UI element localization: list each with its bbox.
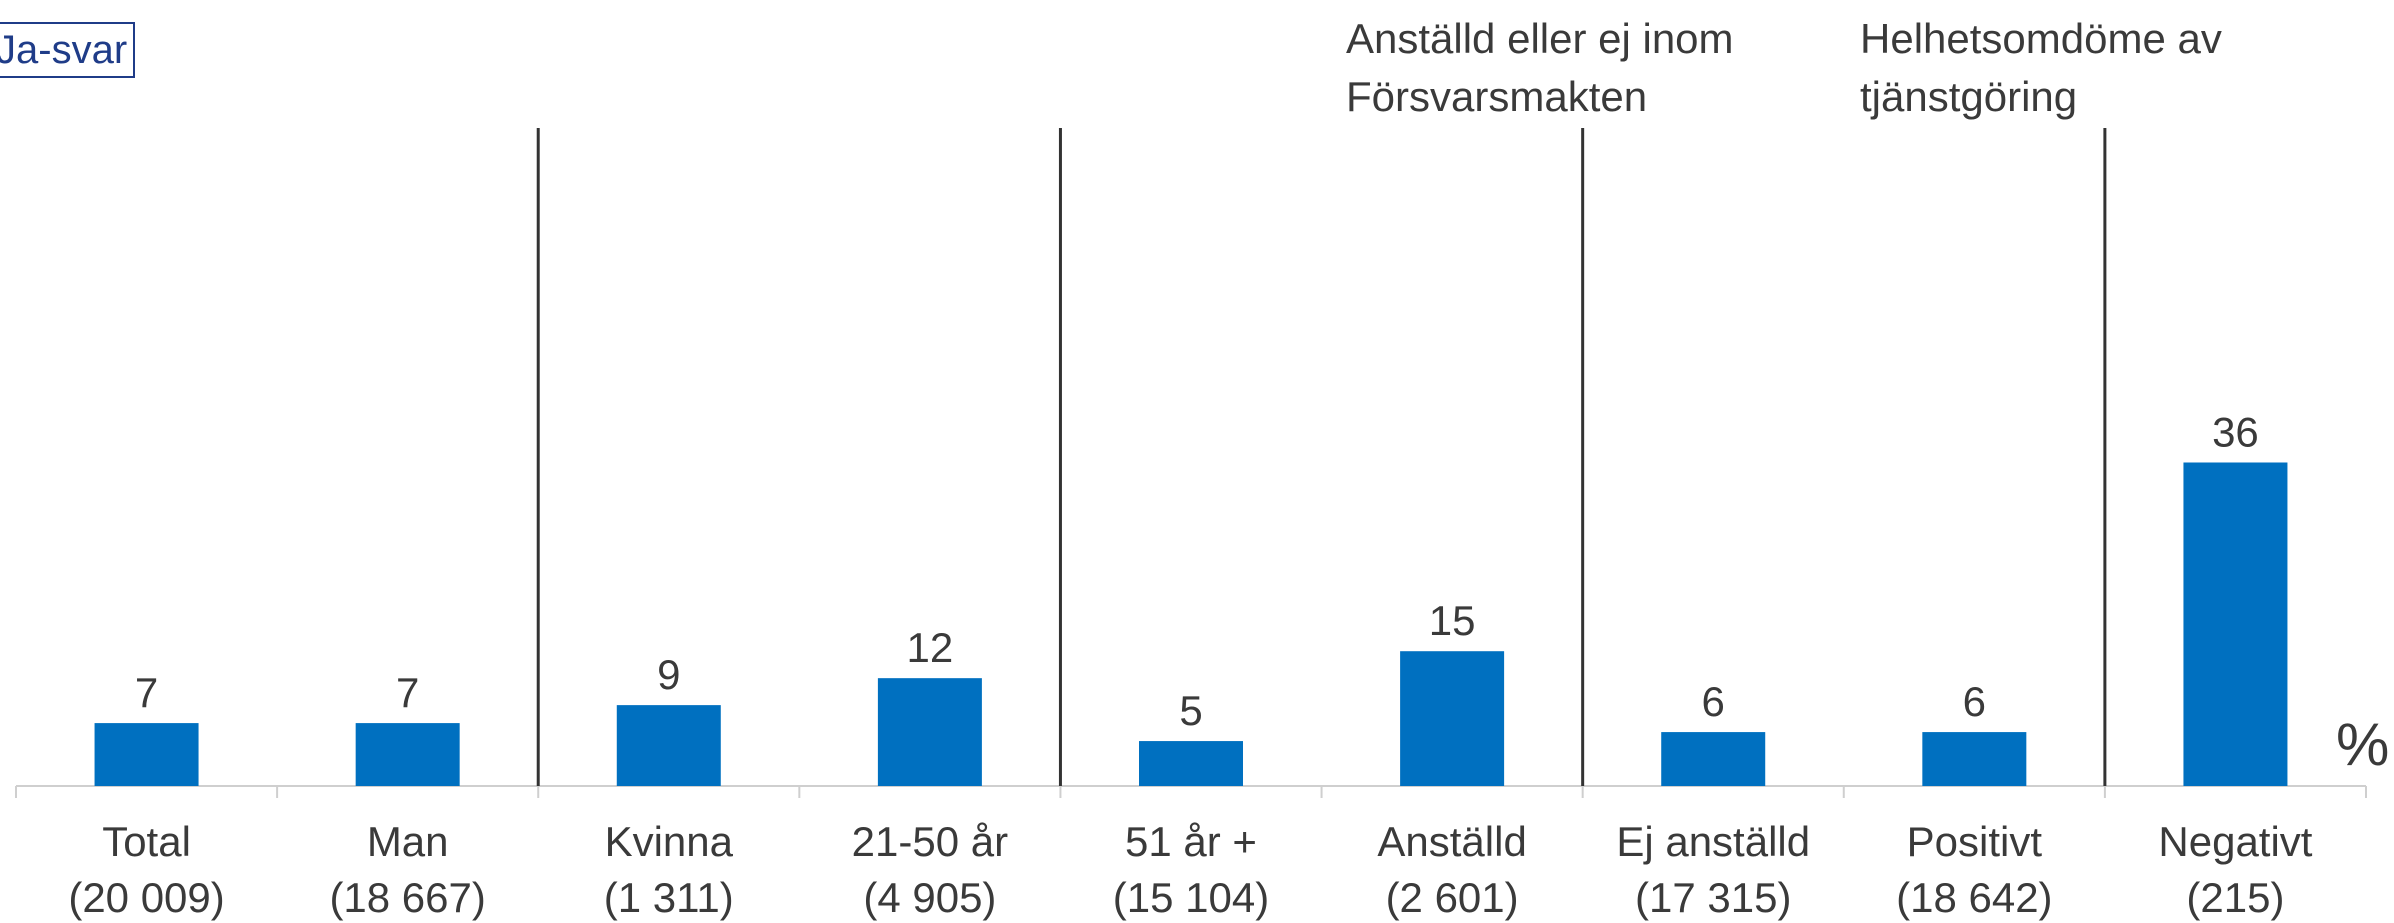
bar (877, 678, 982, 786)
data-label: 5 (1179, 687, 1202, 734)
data-label: 15 (1429, 597, 1476, 644)
data-label: 7 (135, 669, 158, 716)
x-tick-count-label: (17 315) (1635, 874, 1791, 921)
bar (1922, 732, 2027, 786)
x-tick-count-label: (15 104) (1113, 874, 1269, 921)
bar (355, 723, 460, 786)
data-label: 9 (657, 651, 680, 698)
bar (1400, 651, 1505, 786)
group-title-employment-line1: Anställd eller ej inom (1346, 15, 1734, 62)
x-tick-label: Ej anställd (1616, 818, 1810, 865)
data-label: 36 (2212, 408, 2259, 455)
x-tick-count-label: (2 601) (1386, 874, 1519, 921)
x-tick-label: Man (367, 818, 449, 865)
data-label: 6 (1702, 678, 1725, 725)
legend-box: Ja-svar (0, 22, 136, 78)
x-tick-count-label: (18 642) (1896, 874, 2052, 921)
group-title-employment-line2: Försvarsmakten (1346, 73, 1648, 120)
x-tick-label: 51 år + (1125, 818, 1257, 865)
bar (1661, 732, 1766, 786)
x-tick-count-label: (20 009) (68, 874, 224, 921)
data-label: 7 (396, 669, 419, 716)
group-title-assessment-line2: tjänstgöring (1860, 73, 2078, 120)
bar (94, 723, 199, 786)
x-tick-label: Anställd (1377, 818, 1526, 865)
unit-label: % (2336, 711, 2390, 778)
x-tick-label: Total (102, 818, 191, 865)
data-label: 12 (907, 624, 954, 671)
x-tick-label: 21-50 år (852, 818, 1008, 865)
group-title-employment: Anställd eller ej inom Försvarsmakten (1346, 10, 1734, 126)
x-tick-count-label: (215) (2186, 874, 2284, 921)
x-tick-count-label: (18 667) (329, 874, 485, 921)
x-tick-label: Kvinna (605, 818, 734, 865)
x-tick-count-label: (4 905) (863, 874, 996, 921)
x-tick-label: Positivt (1907, 818, 2043, 865)
bar (616, 705, 721, 786)
data-label: 6 (1963, 678, 1986, 725)
x-tick-count-label: (1 311) (604, 874, 734, 921)
group-title-assessment: Helhetsomdöme av tjänstgöring (1860, 10, 2222, 126)
group-title-assessment-line1: Helhetsomdöme av (1860, 15, 2222, 62)
bar (1139, 741, 1243, 786)
bar (2183, 462, 2288, 786)
x-tick-label: Negativt (2158, 818, 2312, 865)
